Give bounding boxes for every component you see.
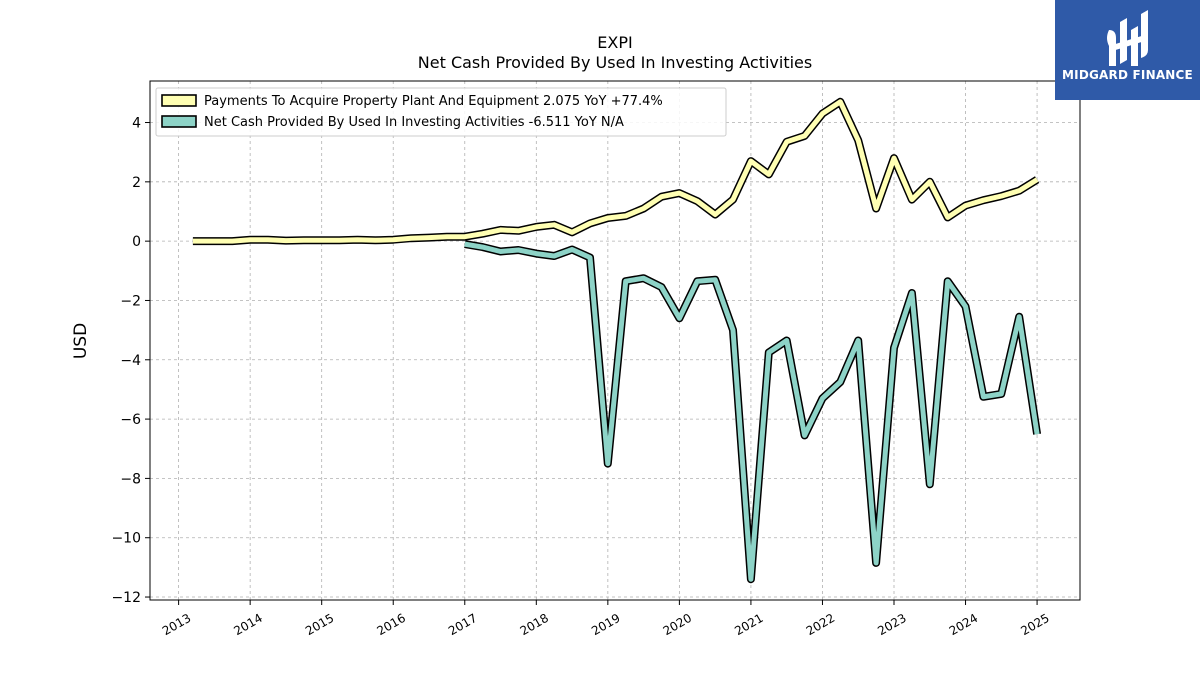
series-line-0 — [192, 99, 1039, 244]
chart-subtitle: Net Cash Provided By Used In Investing A… — [418, 53, 812, 72]
y-tick-label: −10 — [111, 531, 141, 547]
x-tick-label: 2014 — [231, 611, 264, 638]
x-tick-label: 2018 — [518, 611, 551, 638]
x-tick-label: 2016 — [375, 611, 408, 638]
brand-logo: MIDGARD FINANCE — [1055, 0, 1200, 100]
logo-text: MIDGARD FINANCE — [1062, 68, 1193, 82]
x-tick-label: 2020 — [661, 611, 694, 638]
y-tick-label: −12 — [111, 590, 141, 606]
y-tick-label: −4 — [120, 353, 141, 369]
y-tick-label: 4 — [132, 116, 141, 132]
legend-swatch-investing — [161, 115, 197, 128]
x-tick-label: 2019 — [589, 611, 622, 638]
y-tick-label: −2 — [120, 293, 141, 309]
series-layer — [192, 97, 1042, 584]
x-tick-label: 2024 — [947, 611, 980, 638]
y-axis: 4 2 0 −2 −4 −6 −8 −10 −12 — [111, 116, 150, 606]
legend-box — [155, 87, 727, 137]
x-tick-label: 2022 — [804, 611, 837, 638]
plot-frame — [149, 80, 1081, 601]
y-tick-label: −6 — [120, 412, 141, 428]
legend-swatch-ppe — [161, 94, 197, 107]
series-line-1 — [464, 241, 1040, 582]
y-tick-label: 2 — [132, 175, 141, 191]
legend-entry-investing: Net Cash Provided By Used In Investing A… — [204, 115, 624, 130]
x-tick-label: 2023 — [875, 611, 908, 638]
y-tick-label: −8 — [120, 471, 141, 487]
x-tick-label: 2025 — [1018, 611, 1051, 638]
legend-entry-ppe: Payments To Acquire Property Plant And E… — [204, 94, 663, 109]
grid-layer — [150, 81, 1080, 600]
x-tick-label: 2017 — [446, 611, 479, 638]
x-axis: 2013 2014 2015 2016 2017 2018 2019 2020 2021 2022… — [160, 600, 1052, 638]
x-tick-label: 2013 — [160, 611, 193, 638]
x-tick-label: 2021 — [732, 611, 765, 638]
legend: Payments To Acquire Property Plant And E… — [155, 87, 727, 137]
midgard-logo-icon — [1107, 10, 1148, 66]
x-tick-label: 2015 — [303, 611, 336, 638]
y-tick-label: 0 — [132, 234, 141, 250]
y-axis-label: USD — [71, 323, 91, 359]
chart-title: EXPI — [597, 33, 632, 52]
